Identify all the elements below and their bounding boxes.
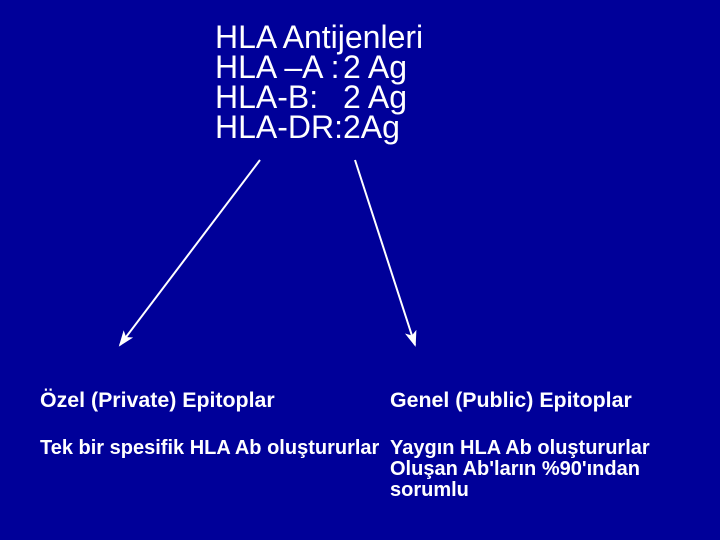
title-block: HLA Antijenleri HLA –A : 2 Ag HLA-B: 2 A… — [215, 22, 423, 142]
right-body: Yaygın HLA Ab oluştururlar Oluşan Ab'lar… — [390, 438, 720, 501]
title-row-0: HLA –A : 2 Ag — [215, 52, 423, 82]
title-row-0-label: HLA –A : — [215, 52, 343, 82]
title-row-2: HLA-DR: 2Ag — [215, 112, 423, 142]
title-row-1-label: HLA-B: — [215, 82, 343, 112]
title-row-0-value: 2 Ag — [343, 52, 407, 82]
title-row-1: HLA-B: 2 Ag — [215, 82, 423, 112]
left-body: Tek bir spesifik HLA Ab oluştururlar — [40, 438, 379, 459]
left-heading: Özel (Private) Epitoplar — [40, 388, 275, 413]
title-row-1-value: 2 Ag — [343, 82, 407, 112]
slide: HLA Antijenleri HLA –A : 2 Ag HLA-B: 2 A… — [0, 0, 720, 540]
title-row-2-value: 2Ag — [343, 112, 400, 142]
right-heading: Genel (Public) Epitoplar — [390, 388, 632, 413]
title-row-2-label: HLA-DR: — [215, 112, 343, 142]
right-body-line1: Yaygın HLA Ab oluştururlar — [390, 438, 720, 459]
left-body-line1: Tek bir spesifik HLA Ab oluştururlar — [40, 438, 379, 459]
right-body-line2: Oluşan Ab'ların %90'ından sorumlu — [390, 459, 720, 501]
title-line-0: HLA Antijenleri — [215, 22, 423, 52]
